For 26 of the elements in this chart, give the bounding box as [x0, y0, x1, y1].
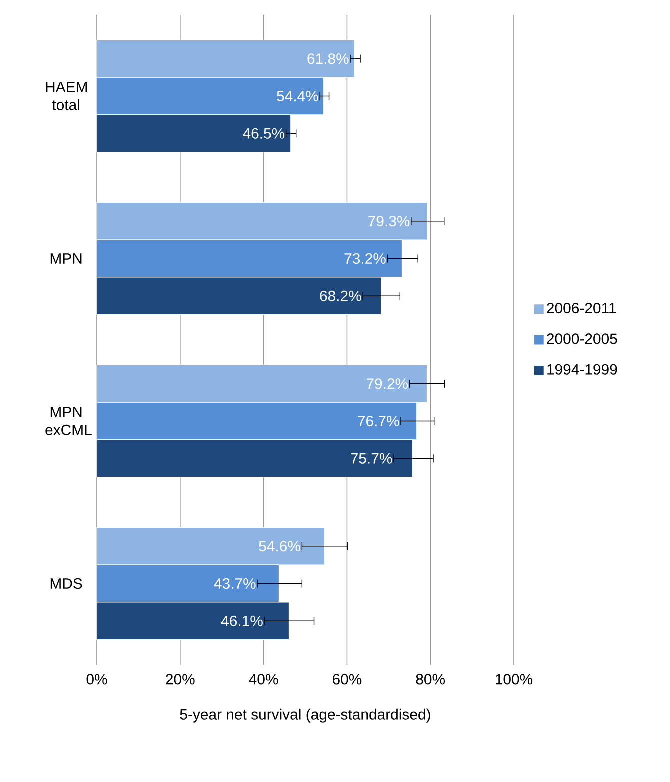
- data-label: 68.2%: [320, 290, 362, 302]
- y-tick-label: MPN: [50, 254, 82, 264]
- data-label: 73.2%: [344, 253, 386, 264]
- legend-label: 2006-2011: [547, 303, 616, 314]
- x-tick-label: 0%: [86, 674, 108, 685]
- x-tick-label: 100%: [496, 674, 533, 685]
- x-axis-title: 5-year net survival (age-standardised): [180, 708, 430, 723]
- x-tick-label: 60%: [333, 674, 362, 685]
- legend-label: 2000-2005: [547, 334, 618, 344]
- data-label: 43.7%: [214, 578, 256, 590]
- x-tick-label: 40%: [249, 674, 278, 685]
- y-tick-label: HAEM total: [46, 82, 87, 110]
- y-tick-label: MPN exCML: [46, 407, 92, 436]
- data-label: 75.7%: [351, 453, 392, 464]
- x-tick-label: 80%: [416, 674, 446, 685]
- data-label: 46.5%: [243, 128, 285, 139]
- data-label: 54.4%: [277, 91, 318, 102]
- data-label: 76.7%: [358, 416, 400, 427]
- legend-label: 1994-1999: [548, 364, 618, 375]
- data-label: 79.3%: [368, 216, 410, 227]
- data-label: 79.2%: [366, 378, 408, 390]
- data-label: 61.8%: [308, 54, 349, 64]
- data-label: 46.1%: [221, 616, 263, 626]
- y-tick-label: MDS: [50, 578, 82, 590]
- data-label: 54.6%: [259, 541, 300, 552]
- x-tick-label: 20%: [166, 674, 195, 685]
